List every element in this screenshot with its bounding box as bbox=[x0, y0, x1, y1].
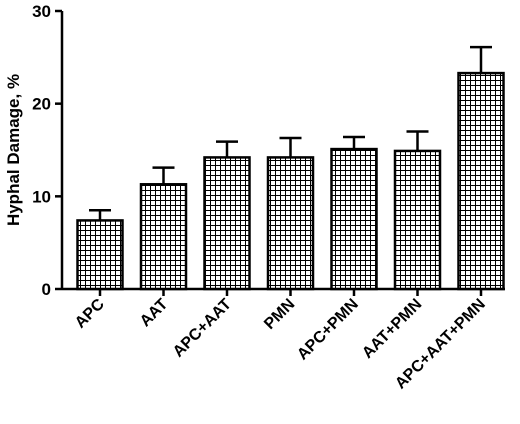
x-tick-label: APC+PMN bbox=[294, 296, 362, 364]
bar-aat-pmn bbox=[393, 149, 442, 291]
x-tick-label: PMN bbox=[261, 296, 298, 333]
x-tick-label: APC+AAT bbox=[170, 296, 235, 361]
bar-apc-aat bbox=[203, 156, 251, 291]
y-tick-label: 20 bbox=[32, 95, 51, 114]
bar-apc bbox=[76, 219, 124, 291]
y-axis-title: Hyphal Damage, % bbox=[4, 74, 23, 226]
bar-apc-aat-pmn bbox=[457, 71, 505, 291]
y-tick-label: 10 bbox=[32, 187, 51, 206]
y-tick-label: 0 bbox=[42, 280, 51, 299]
x-tick-label: AAT+PMN bbox=[359, 296, 425, 362]
bar-apc-pmn bbox=[330, 147, 378, 291]
bar-aat bbox=[139, 183, 188, 291]
y-tick-label: 30 bbox=[32, 2, 51, 21]
bar-pmn bbox=[266, 156, 315, 291]
x-tick-label: AAT bbox=[137, 296, 172, 331]
x-tick-label: APC bbox=[72, 295, 108, 331]
